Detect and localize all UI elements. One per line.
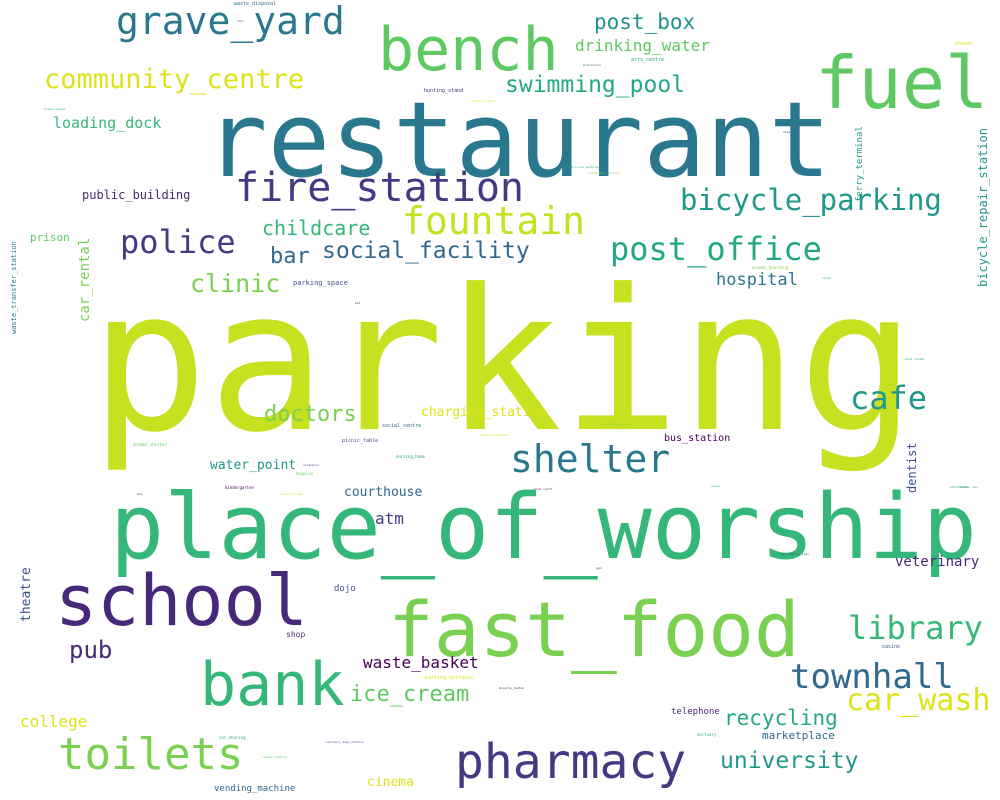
word-food-court: food_court bbox=[534, 487, 553, 491]
word-social-facility: social_facility bbox=[322, 238, 530, 264]
word-casino: casino bbox=[882, 644, 901, 650]
word-courthouse: courthouse bbox=[344, 485, 423, 500]
word-motorcycle-parking: motorcycle_parking bbox=[566, 165, 599, 169]
word-shelter: shelter bbox=[510, 437, 671, 481]
word-cafe: cafe bbox=[850, 379, 928, 417]
word-boat-storage: boat_storage bbox=[281, 492, 303, 496]
word-post-office: post_office bbox=[610, 230, 822, 268]
word-sanitary-dump-station: sanitary_dump_station bbox=[326, 740, 364, 744]
word-reception-desk: reception_desk bbox=[604, 422, 630, 426]
word-marketplace: marketplace bbox=[762, 729, 835, 742]
word-car-wash: car_wash bbox=[846, 683, 991, 718]
word-hospice: hospice bbox=[296, 471, 313, 476]
word-neighbour: neighbour bbox=[303, 463, 320, 467]
word-animal-shelter: animal_shelter bbox=[133, 442, 167, 447]
word-stage: stage bbox=[783, 130, 793, 134]
word-public-bookcase: public_bookcase bbox=[481, 433, 509, 437]
word-pharmacy: pharmacy bbox=[455, 734, 687, 790]
word-restaurant: restaurant bbox=[205, 79, 832, 201]
word-dojo: dojo bbox=[334, 584, 356, 594]
word-bench: bench bbox=[378, 15, 559, 85]
word-post-box: post_box bbox=[594, 10, 696, 34]
word-bbq: bbq bbox=[137, 492, 143, 496]
word-parking-space: parking_space bbox=[293, 279, 348, 287]
word-recycling: recycling bbox=[724, 706, 838, 730]
word-atm: atm bbox=[375, 509, 404, 528]
word-hunting-stand: hunting_stand bbox=[424, 88, 464, 94]
word-bus-station: bus_station bbox=[664, 433, 731, 444]
word-clinic: clinic bbox=[190, 269, 281, 298]
word-gym: gym bbox=[596, 566, 602, 570]
word-bank: bank bbox=[200, 650, 345, 720]
word-toilets: toilets bbox=[58, 729, 244, 780]
word-parking-entrance: parking_entrance bbox=[425, 675, 474, 681]
word-sauna: sauna bbox=[711, 484, 721, 488]
word-shop: shop bbox=[286, 630, 306, 639]
word-public-building: public_building bbox=[82, 188, 191, 202]
word-water-point: water_point bbox=[210, 458, 297, 473]
word-university: university bbox=[720, 748, 859, 774]
word-animal-boarding: animal_boarding bbox=[752, 265, 789, 270]
word-dentist: dentist bbox=[905, 442, 919, 493]
word-kindergarten: kindergarten bbox=[225, 485, 254, 490]
word-loading-dock: loading_dock bbox=[53, 114, 162, 132]
word-vending-machine: vending_machine bbox=[214, 784, 296, 794]
word-conference-centre: conference_centre bbox=[588, 171, 619, 175]
word-clock: clock bbox=[822, 276, 832, 280]
word-police: police bbox=[120, 223, 236, 261]
word-cinema: cinema bbox=[367, 775, 414, 790]
word-drinking-water: drinking_water bbox=[575, 36, 710, 55]
word-taxi: taxi bbox=[237, 19, 245, 23]
word-college: college bbox=[20, 712, 88, 731]
word-waste-disposal: waste_disposal bbox=[234, 1, 277, 7]
word-library: library bbox=[848, 609, 983, 647]
word-bicycle-repair-station: bicycle_repair_station bbox=[976, 128, 990, 287]
word-car-sharing: car_sharing bbox=[219, 735, 246, 740]
word-telephone: telephone bbox=[671, 707, 720, 717]
word-trash-rental: trash_rental bbox=[44, 107, 66, 111]
word-grave-yard: grave_yard bbox=[116, 0, 345, 43]
word-townhall: townhall bbox=[790, 657, 954, 697]
word-school: school bbox=[55, 560, 308, 642]
word-car-rental: car_rental bbox=[77, 237, 93, 322]
word-arts-centre: arts_centre bbox=[631, 57, 665, 63]
word-fire-station: fire_station bbox=[235, 165, 524, 211]
word-childcare: childcare bbox=[262, 216, 371, 240]
word-parking: parking bbox=[90, 248, 917, 476]
word-shower: shower bbox=[955, 41, 974, 47]
word-photobooth: photobooth bbox=[950, 485, 969, 489]
word-pet: pet bbox=[355, 301, 361, 305]
word-prison: prison bbox=[30, 231, 70, 244]
word-information-sign: information_sign bbox=[780, 552, 809, 556]
word-fuel: fuel bbox=[815, 41, 989, 125]
word-fast-food: fast_food bbox=[388, 585, 800, 674]
word-charging-station: charging_station bbox=[421, 405, 547, 420]
word-events-venue: events_venue bbox=[473, 99, 495, 103]
word-hospital: hospital bbox=[716, 270, 798, 290]
word-ferry-terminal: ferry_terminal bbox=[855, 126, 865, 202]
word-picnic-table: picnic_table bbox=[342, 438, 379, 444]
word-ice-cream: ice_cream bbox=[350, 682, 470, 707]
word-bar: bar bbox=[270, 244, 310, 269]
word-theatre: theatre bbox=[19, 567, 34, 622]
word-fountain: fountain bbox=[402, 199, 586, 243]
word-waste-transfer-station: waste_transfer_station bbox=[10, 241, 18, 334]
word-boat-rental: boat_rental bbox=[905, 357, 925, 361]
word-doctors: doctors bbox=[264, 402, 357, 427]
word-letter-box: letter_box bbox=[960, 485, 979, 489]
word-ranger-station: ranger_station bbox=[262, 755, 288, 759]
word-place-of-worship: place_of_worship bbox=[110, 475, 977, 580]
word-bicycle-parking: bicycle_parking bbox=[680, 183, 942, 217]
word-pub: pub bbox=[69, 636, 113, 664]
word-swimming-pool: swimming_pool bbox=[505, 72, 686, 98]
word-community-centre: community_centre bbox=[44, 64, 305, 95]
word-social-centre: social_centre bbox=[382, 423, 422, 429]
word-plantation: plantation bbox=[583, 63, 602, 67]
word-nursing-home: nursing_home bbox=[396, 454, 425, 459]
word-bicycle-rental: bicycle_rental bbox=[499, 686, 525, 690]
word-waste-basket: waste_basket bbox=[363, 653, 479, 672]
word-mortuary: mortuary bbox=[697, 732, 717, 737]
word-veterinary: veterinary bbox=[895, 554, 980, 570]
